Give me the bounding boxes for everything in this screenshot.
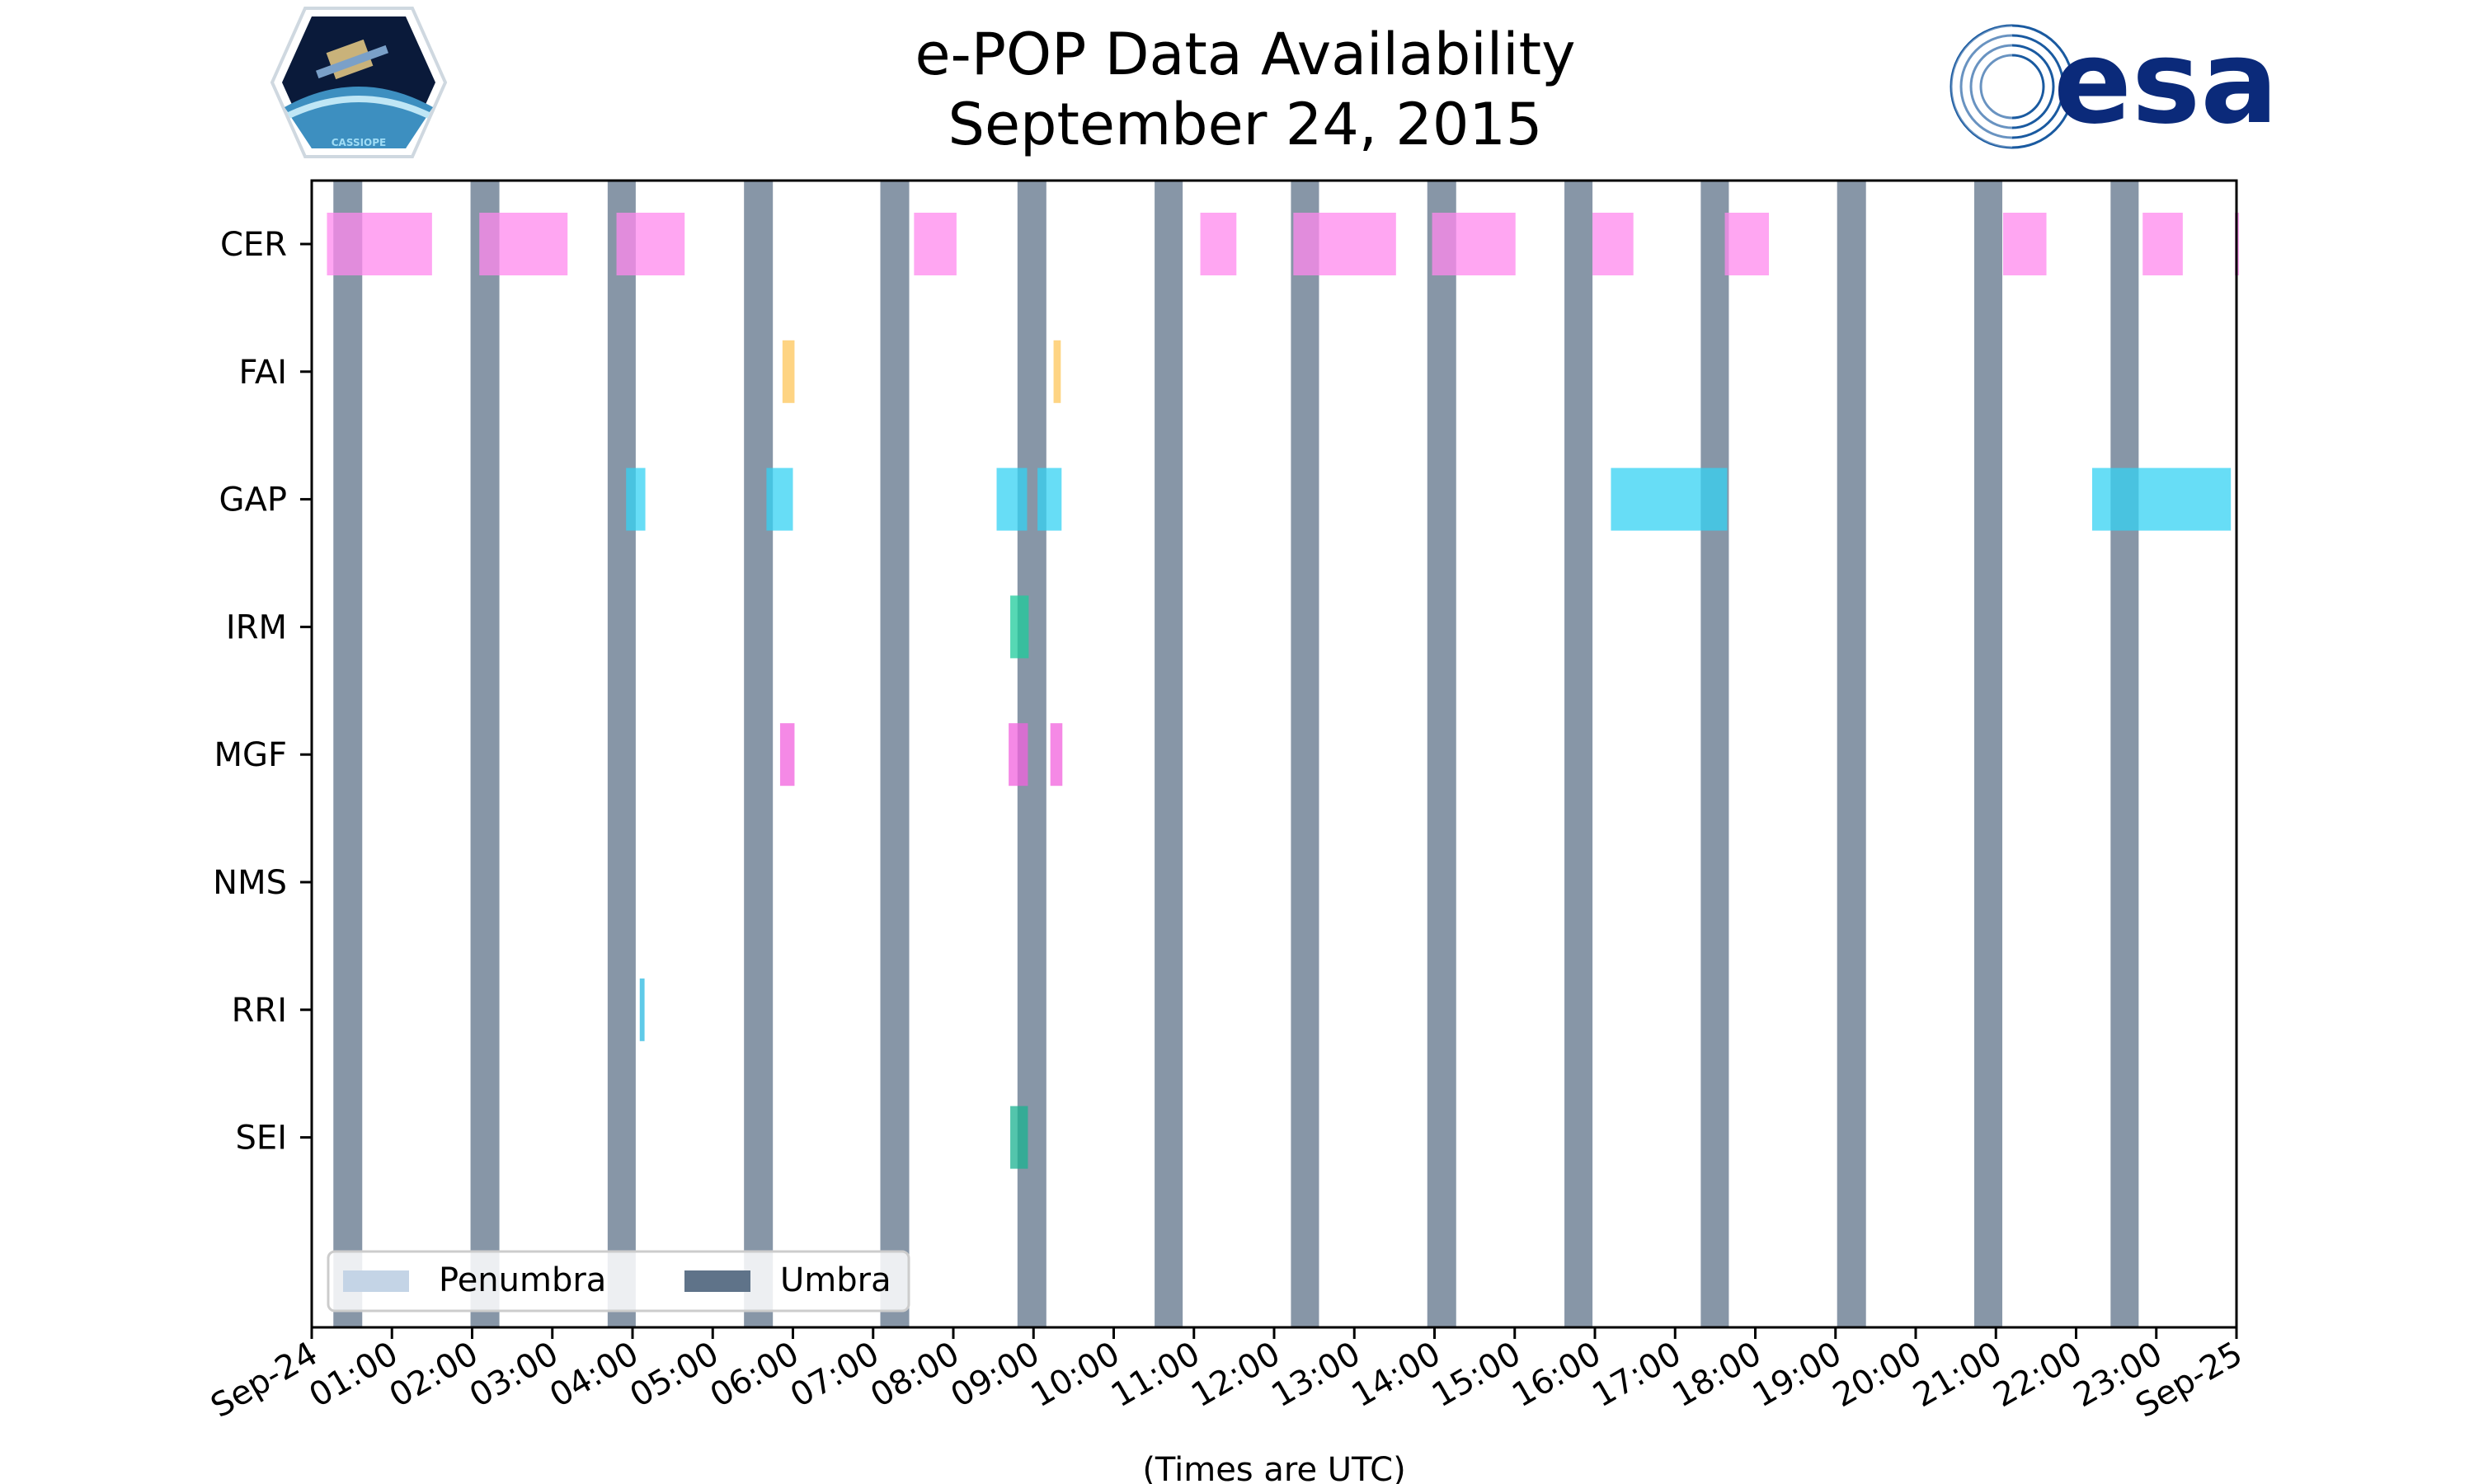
y-tick-label-gap: GAP — [219, 481, 287, 519]
x-tick-label: 13:00 — [1265, 1335, 1366, 1415]
bar-sei — [1010, 1106, 1028, 1169]
umbra-band — [333, 181, 363, 1327]
bar-mgf — [1009, 723, 1028, 787]
x-tick-label: 07:00 — [784, 1335, 886, 1415]
cassiope-logo-text: CASSIOPE — [332, 137, 387, 148]
umbra-band — [744, 181, 774, 1327]
y-tick-label-sei: SEI — [236, 1120, 287, 1158]
bar-cer — [1724, 213, 1770, 275]
x-tick-label: 03:00 — [463, 1335, 565, 1415]
umbra-band — [2110, 181, 2139, 1327]
x-tick-label: 17:00 — [1586, 1335, 1687, 1415]
bar-cer — [479, 213, 568, 275]
x-axis-label: (Times are UTC) — [1142, 1451, 1405, 1484]
bar-gap — [626, 467, 646, 531]
bar-fai — [1053, 340, 1061, 403]
umbra-band — [1973, 181, 2003, 1327]
x-tick-label: 21:00 — [1907, 1335, 2008, 1415]
x-tick-label: 19:00 — [1747, 1335, 1848, 1415]
x-tick-label: 16:00 — [1506, 1335, 1607, 1415]
y-tick-label-irm: IRM — [226, 608, 287, 646]
legend-penumbra-swatch — [343, 1270, 409, 1292]
cassiope-logo: CASSIOPE — [270, 7, 448, 158]
bar-rri — [639, 978, 645, 1041]
bar-irm — [1010, 595, 1029, 659]
umbra-band — [1291, 181, 1319, 1327]
bar-gap — [1611, 467, 1728, 531]
x-tick-label: 12:00 — [1185, 1335, 1286, 1415]
y-tick-label-rri: RRI — [232, 992, 287, 1030]
x-tick-label: 05:00 — [623, 1335, 725, 1415]
x-tick-label: 06:00 — [704, 1335, 806, 1415]
legend-box — [327, 1250, 910, 1313]
x-tick-label: 02:00 — [383, 1335, 485, 1415]
x-axis: Sep-2401:0002:0003:0004:0005:0006:0007:0… — [205, 1327, 2249, 1425]
y-axis: CER FAI GAP IRM MGF NMS RRI SEI — [213, 226, 312, 1158]
bar-gap — [996, 467, 1028, 531]
y-tick-label-nms: NMS — [213, 864, 287, 902]
umbra-band — [880, 181, 910, 1327]
legend-umbra-label: Umbra — [780, 1261, 891, 1299]
bar-gap — [1037, 467, 1062, 531]
plot-frame — [310, 179, 2238, 1329]
y-tick-label-cer: CER — [220, 226, 287, 264]
chart-title-line-1: e-POP Data Availability — [915, 21, 1575, 88]
x-tick-label: 08:00 — [864, 1335, 966, 1415]
bar-mgf — [779, 723, 795, 787]
esa-logo: esa — [1950, 16, 2279, 150]
x-tick-label: 18:00 — [1667, 1335, 1768, 1415]
x-tick-label: 15:00 — [1426, 1335, 1527, 1415]
chart-title-line-2: September 24, 2015 — [948, 91, 1543, 158]
x-tick-label: 20:00 — [1827, 1335, 1928, 1415]
legend-penumbra-label: Penumbra — [439, 1261, 606, 1299]
umbra-band — [1427, 181, 1456, 1327]
x-tick-label: 14:00 — [1346, 1335, 1447, 1415]
data-bars — [327, 213, 2240, 1169]
bar-gap — [766, 467, 793, 531]
umbra-band — [1564, 181, 1593, 1327]
esa-logo-text: esa — [2053, 16, 2279, 150]
umbra-band — [470, 181, 500, 1327]
bar-gap — [2091, 467, 2232, 531]
bar-cer — [2142, 213, 2183, 275]
bar-cer — [914, 213, 957, 275]
bar-cer — [616, 213, 685, 275]
x-tick-label: 09:00 — [944, 1335, 1046, 1415]
umbra-band — [1700, 181, 1729, 1327]
y-tick-label-fai: FAI — [239, 354, 288, 392]
y-tick-label-mgf: MGF — [214, 736, 287, 774]
umbra-bands — [333, 181, 2139, 1327]
bar-cer — [327, 213, 432, 275]
bar-fai — [782, 340, 795, 403]
x-tick-label: 11:00 — [1105, 1335, 1206, 1415]
umbra-band — [607, 181, 636, 1327]
bar-cer — [1592, 213, 1634, 275]
legend-umbra-swatch — [684, 1270, 750, 1292]
x-tick-label: 22:00 — [1987, 1335, 2089, 1415]
bar-mgf — [1050, 723, 1063, 787]
umbra-band — [1155, 181, 1183, 1327]
bar-cer — [2003, 213, 2047, 275]
x-tick-label: 04:00 — [543, 1335, 645, 1415]
x-tick-label: 01:00 — [303, 1335, 404, 1415]
umbra-band — [1837, 181, 1866, 1327]
bar-cer — [1293, 213, 1396, 275]
bar-cer — [1432, 213, 1516, 275]
x-tick-label: 10:00 — [1025, 1335, 1126, 1415]
bar-cer — [1200, 213, 1237, 275]
legend: Penumbra Umbra — [327, 1250, 910, 1313]
